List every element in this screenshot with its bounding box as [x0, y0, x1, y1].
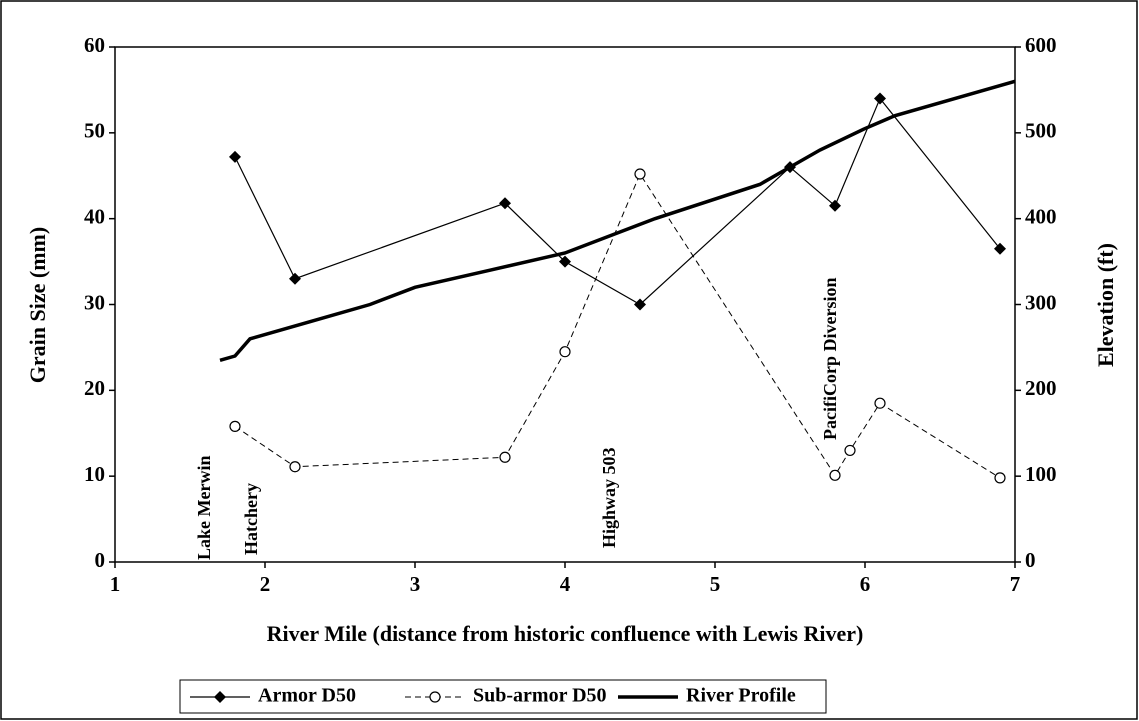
data-point [994, 242, 1006, 255]
series-line [234, 172, 1001, 479]
series-line [219, 79, 1016, 362]
y2-tick-label: 300 [1025, 290, 1057, 314]
data-point [874, 397, 886, 409]
y-tick-label: 10 [84, 462, 105, 486]
y2-axis-title: Elevation (ft) [1093, 243, 1118, 367]
x-tick-label: 2 [260, 572, 271, 596]
annotation: Lake Merwin [194, 456, 214, 560]
data-point [499, 197, 511, 210]
y2-tick-label: 500 [1025, 119, 1057, 143]
annotation: PacifiCorp Diversion [820, 278, 840, 440]
legend-marker [429, 691, 441, 703]
x-axis-title: River Mile (distance from historic confl… [267, 621, 864, 646]
legend-box [179, 679, 827, 714]
y-tick-label: 30 [84, 290, 105, 314]
data-point [289, 272, 301, 285]
data-point [229, 420, 241, 432]
data-point [844, 444, 856, 457]
data-point [499, 451, 511, 463]
data-point [634, 168, 646, 180]
x-tick-label: 7 [1010, 572, 1021, 596]
series-line [234, 97, 1001, 306]
x-tick-label: 3 [410, 572, 421, 596]
y2-tick-label: 0 [1025, 548, 1036, 572]
legend-marker [214, 691, 226, 703]
y-tick-label: 60 [84, 33, 105, 57]
data-point [634, 298, 646, 311]
y2-tick-label: 600 [1025, 33, 1057, 57]
y-tick-label: 0 [95, 548, 106, 572]
legend-label: Sub-armor D50 [473, 685, 607, 707]
data-point [874, 92, 886, 105]
x-tick-label: 4 [560, 572, 571, 596]
legend-label: River Profile [686, 685, 796, 707]
data-point [559, 255, 571, 268]
y2-tick-label: 100 [1025, 462, 1057, 486]
y-axis-title: Grain Size (mm) [25, 227, 50, 383]
y2-tick-label: 400 [1025, 204, 1057, 228]
x-tick-label: 6 [860, 572, 871, 596]
y-tick-label: 50 [84, 119, 105, 143]
data-point [829, 199, 841, 212]
data-point [289, 461, 301, 473]
y-tick-label: 40 [84, 204, 105, 228]
y2-tick-label: 200 [1025, 376, 1057, 400]
x-tick-label: 5 [710, 572, 721, 596]
data-point [229, 150, 241, 163]
data-point [994, 472, 1006, 484]
annotation: Hatchery [241, 483, 261, 555]
y-tick-label: 20 [84, 376, 105, 400]
legend-label: Armor D50 [258, 685, 356, 707]
x-tick-label: 1 [110, 572, 121, 596]
data-point [559, 346, 571, 358]
annotation: Highway 503 [599, 447, 619, 548]
data-point [829, 469, 841, 481]
